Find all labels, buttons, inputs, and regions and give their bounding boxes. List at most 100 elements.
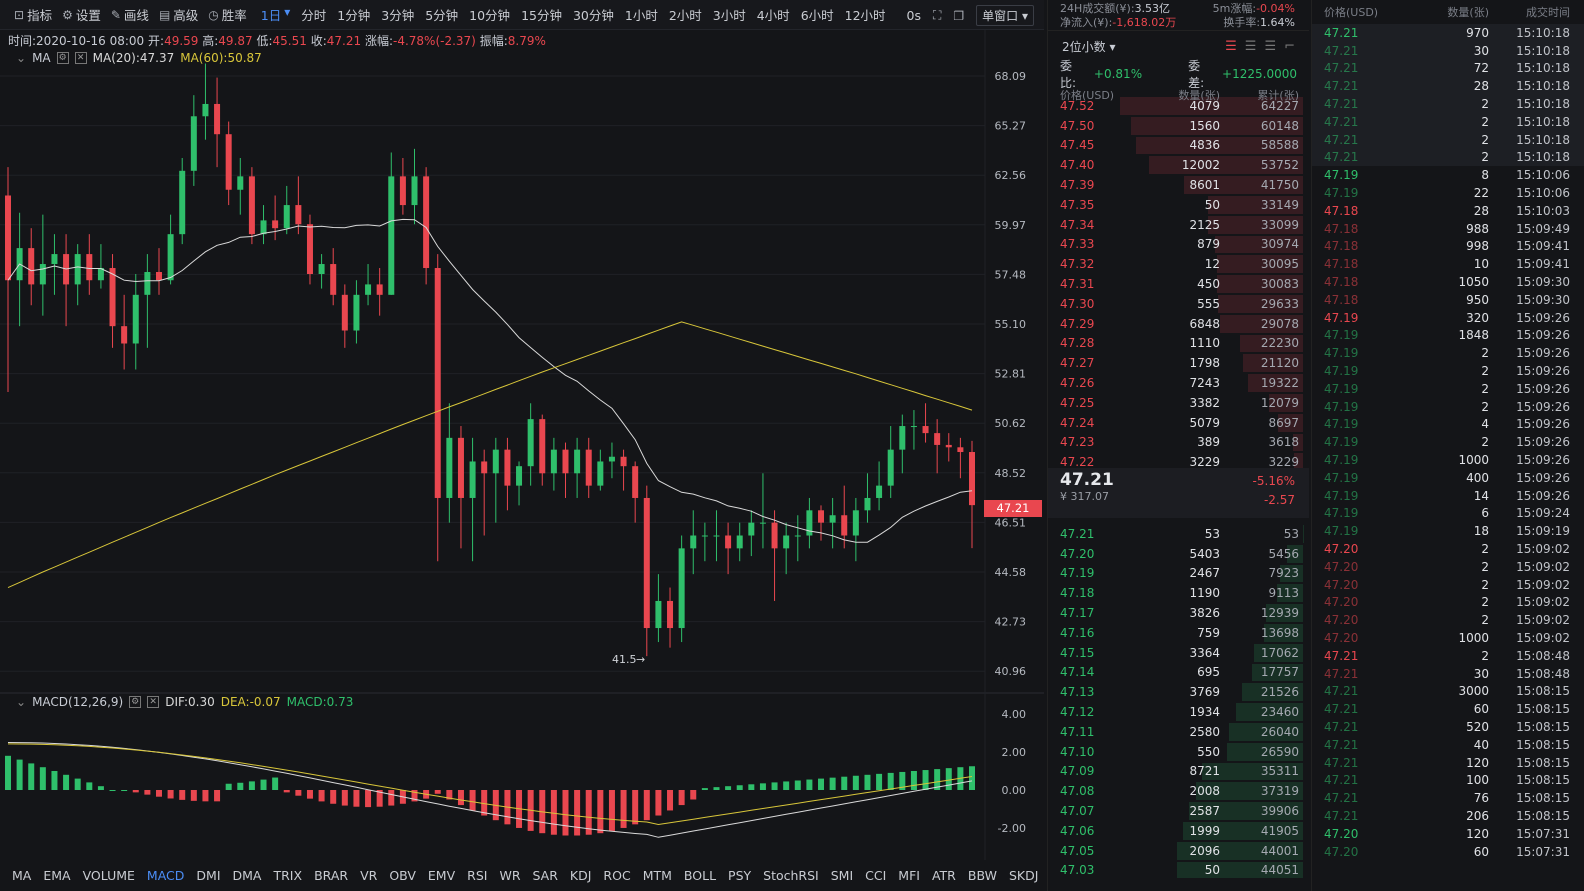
settings-button[interactable]: ⚙ 设置 bbox=[62, 7, 101, 24]
bid-row[interactable]: 47.09 8721 35311 bbox=[1048, 762, 1309, 782]
ask-row[interactable]: 47.31 450 30083 bbox=[1048, 274, 1309, 294]
window-mode-select[interactable]: 单窗口 ▾ bbox=[976, 5, 1034, 26]
ask-row[interactable]: 47.26 7243 19322 bbox=[1048, 373, 1309, 393]
bid-row[interactable]: 47.21 53 53 bbox=[1048, 524, 1309, 544]
bid-row[interactable]: 47.20 5403 5456 bbox=[1048, 544, 1309, 564]
bid-row[interactable]: 47.16 759 13698 bbox=[1048, 623, 1309, 643]
indicator-tab-macd[interactable]: MACD bbox=[146, 868, 185, 883]
ask-row[interactable]: 47.29 6848 29078 bbox=[1048, 314, 1309, 334]
ma-close-icon[interactable]: ✕ bbox=[74, 52, 87, 64]
bid-row[interactable]: 47.05 2096 44001 bbox=[1048, 841, 1309, 861]
indicator-tab-sar[interactable]: SAR bbox=[532, 868, 558, 883]
bid-row[interactable]: 47.18 1190 9113 bbox=[1048, 583, 1309, 603]
ask-row[interactable]: 47.27 1798 21120 bbox=[1048, 353, 1309, 373]
ask-row[interactable]: 47.23 389 3618 bbox=[1048, 433, 1309, 453]
indicator-tab-rsi[interactable]: RSI bbox=[467, 868, 488, 883]
ask-row[interactable]: 47.32 12 30095 bbox=[1048, 254, 1309, 274]
book-bids-icon[interactable]: ☰ bbox=[1244, 39, 1257, 54]
interval-4[interactable]: 5分钟 bbox=[425, 8, 459, 23]
ask-row[interactable]: 47.28 1110 22230 bbox=[1048, 334, 1309, 354]
bid-row[interactable]: 47.08 2008 37319 bbox=[1048, 781, 1309, 801]
ask-row[interactable]: 47.39 8601 41750 bbox=[1048, 175, 1309, 195]
indicator-tab-vr[interactable]: VR bbox=[360, 868, 378, 883]
interval-13[interactable]: 12小时 bbox=[844, 8, 886, 23]
indicator-tab-mfi[interactable]: MFI bbox=[898, 868, 920, 883]
advanced-button[interactable]: ▤ 高级 bbox=[158, 7, 199, 24]
bid-row[interactable]: 47.15 3364 17062 bbox=[1048, 643, 1309, 663]
book-asks-icon[interactable]: ☰ bbox=[1264, 39, 1277, 54]
ask-row[interactable]: 47.34 2125 33099 bbox=[1048, 215, 1309, 235]
book-both-icon[interactable]: ☰ bbox=[1225, 39, 1237, 54]
ask-row[interactable]: 47.45 4836 58588 bbox=[1048, 136, 1309, 156]
fullscreen-icon[interactable]: ⛶ bbox=[932, 8, 942, 22]
bid-row[interactable]: 47.10 550 26590 bbox=[1048, 742, 1309, 762]
kline-chart[interactable]: 68.09 65.27 62.56 59.97 57.48 55.10 52.81 50.62… bbox=[0, 30, 1079, 891]
indicator-tab-psy[interactable]: PSY bbox=[728, 868, 752, 883]
indicator-tab-roc[interactable]: ROC bbox=[603, 868, 631, 883]
indicator-tab-dma[interactable]: DMA bbox=[232, 868, 262, 883]
indicator-tab-wr[interactable]: WR bbox=[499, 868, 521, 883]
indicator-tab-smi[interactable]: SMI bbox=[830, 868, 854, 883]
winrate-button[interactable]: ◷ 胜率 bbox=[208, 7, 247, 24]
bid-row[interactable]: 47.03 50 44051 bbox=[1048, 861, 1309, 878]
decimals-select[interactable]: 2位小数 ▾ bbox=[1062, 40, 1116, 54]
macd-settings-icon[interactable]: ⚙ bbox=[129, 696, 142, 708]
ma-settings-icon[interactable]: ⚙ bbox=[56, 52, 69, 64]
ask-row[interactable]: 47.24 5079 8697 bbox=[1048, 413, 1309, 433]
ask-row[interactable]: 47.22 3229 3229 bbox=[1048, 452, 1309, 468]
indicator-tab-emv[interactable]: EMV bbox=[427, 868, 456, 883]
chart-canvas[interactable]: 68.09 65.27 62.56 59.97 57.48 55.10 52.81 50.62… bbox=[0, 30, 1044, 891]
indicator-tab-brar[interactable]: BRAR bbox=[314, 868, 349, 883]
indicator-tab-dmi[interactable]: DMI bbox=[196, 868, 221, 883]
expand-icon[interactable]: ⌐ bbox=[1284, 39, 1295, 54]
bid-row[interactable]: 47.19 2467 7923 bbox=[1048, 564, 1309, 584]
bid-row[interactable]: 47.17 3826 12939 bbox=[1048, 603, 1309, 623]
indicator-tab-mtm[interactable]: MTM bbox=[642, 868, 672, 883]
ask-row[interactable]: 47.30 555 29633 bbox=[1048, 294, 1309, 314]
interval-3[interactable]: 3分钟 bbox=[381, 8, 415, 23]
interval-2[interactable]: 1分钟 bbox=[337, 8, 371, 23]
collapse-icon[interactable]: ⌄ bbox=[16, 51, 27, 65]
indicator-tab-obv[interactable]: OBV bbox=[389, 868, 416, 883]
bid-row[interactable]: 47.07 2587 39906 bbox=[1048, 801, 1309, 821]
interval-6[interactable]: 15分钟 bbox=[521, 8, 562, 23]
interval-8[interactable]: 1小时 bbox=[624, 8, 658, 23]
indicator-tab-stochrsi[interactable]: StochRSI bbox=[763, 868, 819, 883]
interval-5[interactable]: 10分钟 bbox=[469, 8, 511, 23]
ask-row[interactable]: 47.40 12002 53752 bbox=[1048, 155, 1309, 175]
collapse-icon[interactable]: ⌄ bbox=[16, 695, 27, 709]
indicator-button[interactable]: ⊡ 指标 bbox=[14, 7, 53, 24]
macd-close-icon[interactable]: ✕ bbox=[147, 696, 160, 708]
bid-row[interactable]: 47.13 3769 21526 bbox=[1048, 682, 1309, 702]
indicator-tab-skdj[interactable]: SKDJ bbox=[1008, 868, 1039, 883]
indicator-tab-ema[interactable]: EMA bbox=[43, 868, 71, 883]
ask-row[interactable]: 47.35 50 33149 bbox=[1048, 195, 1309, 215]
interval-10[interactable]: 3小时 bbox=[712, 8, 746, 23]
indicator-tab-boll[interactable]: BOLL bbox=[683, 868, 717, 883]
interval-12[interactable]: 6小时 bbox=[800, 8, 834, 23]
window-icon[interactable]: ❐ bbox=[953, 8, 965, 23]
bid-row[interactable]: 47.12 1934 23460 bbox=[1048, 702, 1309, 722]
ask-row[interactable]: 47.33 879 30974 bbox=[1048, 235, 1309, 255]
bid-row[interactable]: 47.06 1999 41905 bbox=[1048, 821, 1309, 841]
indicator-tab-cci[interactable]: CCI bbox=[865, 868, 887, 883]
draw-button[interactable]: ✎ 画线 bbox=[110, 7, 149, 24]
indicator-tab-ma[interactable]: MA bbox=[12, 868, 32, 883]
indicator-tab-volume[interactable]: VOLUME bbox=[82, 868, 135, 883]
indicator-tab-trix[interactable]: TRIX bbox=[273, 868, 303, 883]
indicator-tab-atr[interactable]: ATR bbox=[931, 868, 956, 883]
interval-11[interactable]: 4小时 bbox=[756, 8, 790, 23]
interval-1[interactable]: 分时 bbox=[301, 8, 327, 23]
bid-row[interactable]: 47.11 2580 26040 bbox=[1048, 722, 1309, 742]
indicator-tab-bbw[interactable]: BBW bbox=[967, 868, 997, 883]
ask-row[interactable]: 47.50 1560 60148 bbox=[1048, 116, 1309, 136]
ask-row[interactable]: 47.52 4079 64227 bbox=[1048, 96, 1309, 116]
indicator-tab-kdj[interactable]: KDJ bbox=[569, 868, 592, 883]
bid-row[interactable]: 47.14 695 17757 bbox=[1048, 663, 1309, 683]
ask-row[interactable]: 47.25 3382 12079 bbox=[1048, 393, 1309, 413]
trade-price: 47.21 bbox=[1324, 114, 1359, 129]
interval-9[interactable]: 2小时 bbox=[668, 8, 702, 23]
interval-dropdown-icon[interactable]: ▾ bbox=[284, 5, 291, 19]
interval-7[interactable]: 30分钟 bbox=[572, 8, 614, 23]
interval-0[interactable]: 1日 bbox=[260, 8, 282, 23]
